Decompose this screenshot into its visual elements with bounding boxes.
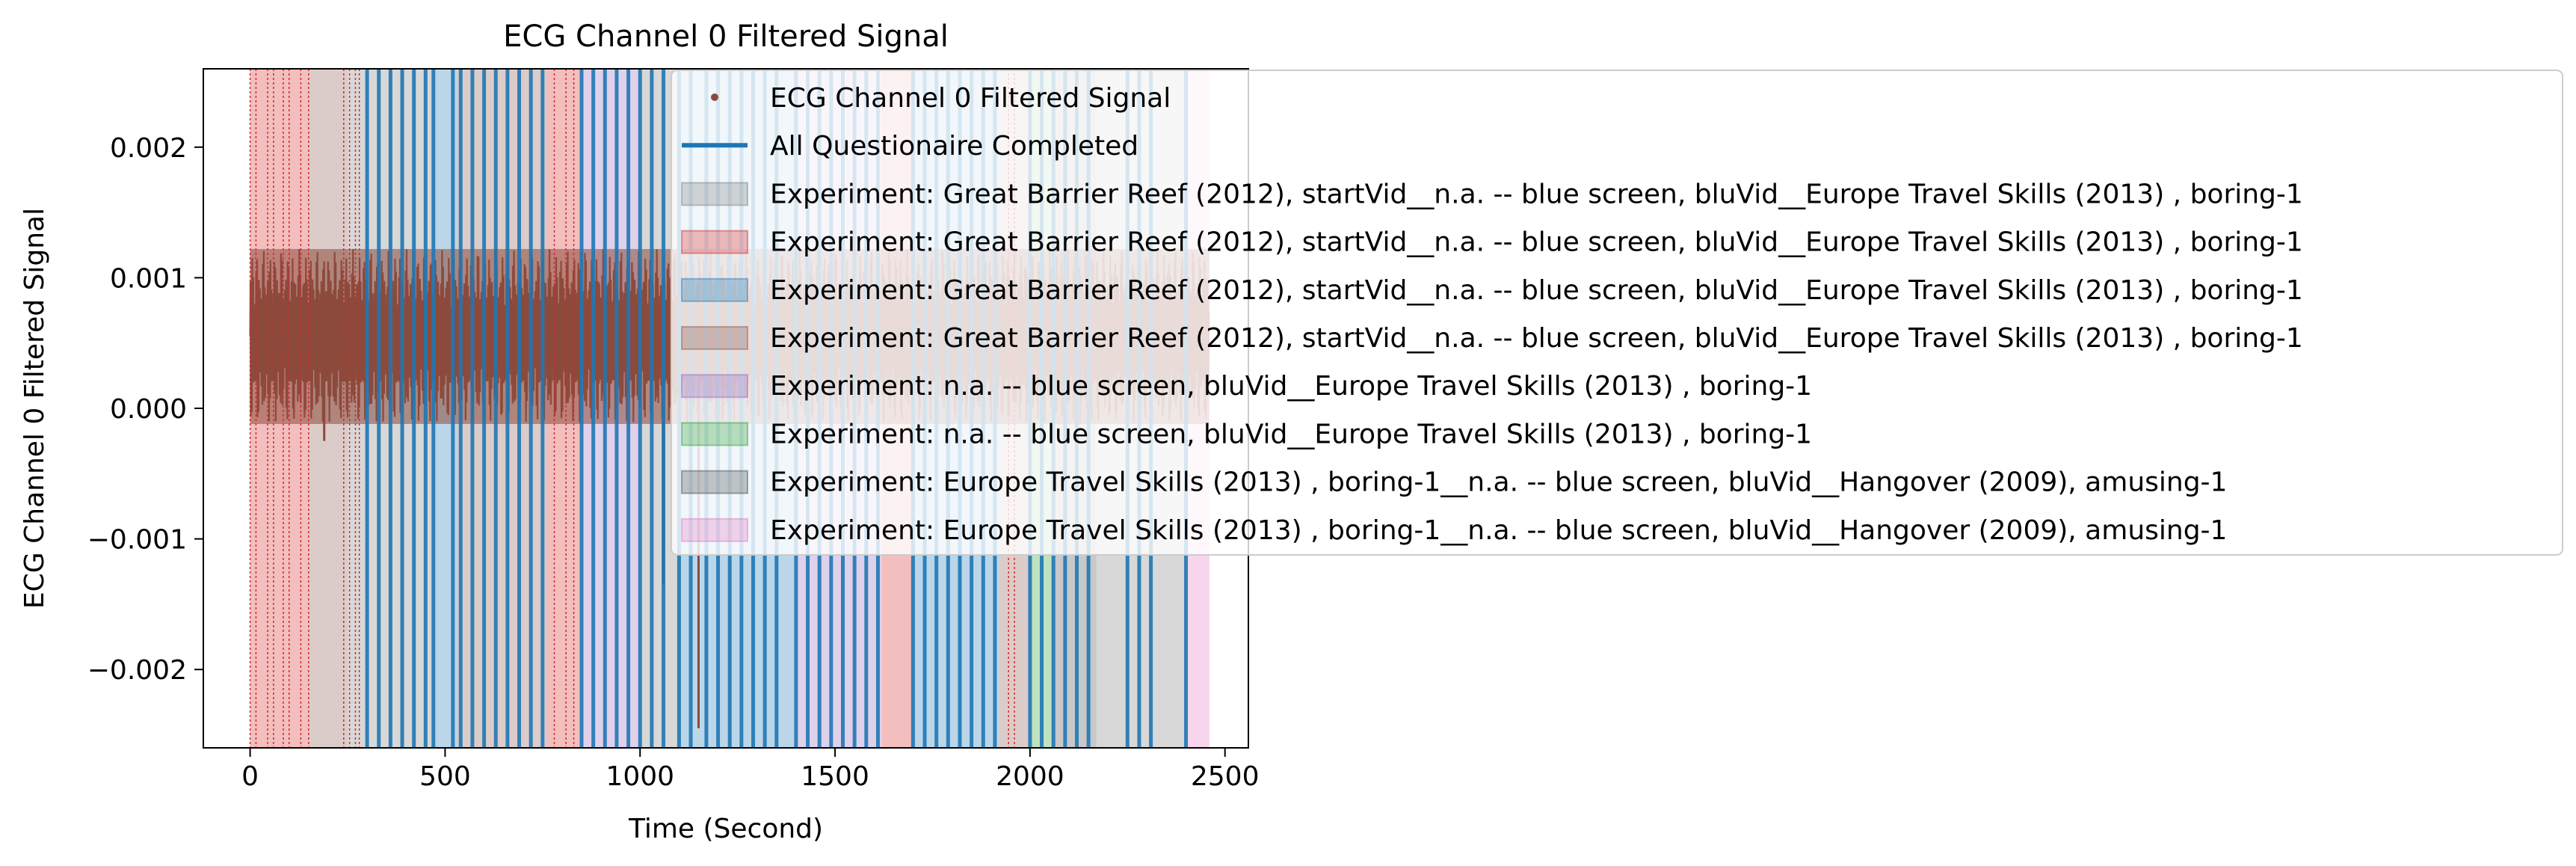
y-tick-label: 0.000 — [110, 394, 187, 425]
x-axis: 0 500 1000 1500 2000 2500 — [241, 748, 1260, 792]
legend-label: Experiment: Great Barrier Reef (2012), s… — [770, 227, 2303, 258]
chart-title: ECG Channel 0 Filtered Signal — [503, 19, 949, 54]
x-tick-label: 2500 — [1191, 761, 1260, 792]
legend-marker-patch — [681, 326, 748, 350]
legend-label: Experiment: Great Barrier Reef (2012), s… — [770, 179, 2303, 209]
legend-marker-patch — [681, 470, 748, 494]
legend-marker-patch — [681, 518, 748, 542]
x-tick-label: 1500 — [801, 761, 869, 792]
legend-label: Experiment: Europe Travel Skills (2013) … — [770, 467, 2227, 498]
y-tick-label: 0.002 — [110, 133, 187, 164]
legend-label: Experiment: Great Barrier Reef (2012), s… — [770, 323, 2303, 354]
legend-label: Experiment: n.a. -- blue screen, bluVid_… — [770, 371, 1812, 402]
x-axis-label: Time (Second) — [628, 814, 823, 844]
y-axis: −0.002 −0.001 0.000 0.001 0.002 — [87, 133, 203, 686]
legend-marker-signal — [711, 93, 718, 101]
legend-label: ECG Channel 0 Filtered Signal — [770, 83, 1171, 114]
legend-frame — [671, 70, 2563, 556]
y-axis-label: ECG Channel 0 Filtered Signal — [19, 208, 50, 609]
legend-label: All Questionaire Completed — [770, 131, 1138, 162]
legend-marker-patch — [681, 277, 748, 302]
x-tick-label: 2000 — [996, 761, 1064, 792]
legend-marker-patch — [681, 182, 748, 206]
legend-label: Experiment: Great Barrier Reef (2012), s… — [770, 275, 2303, 306]
legend-marker-patch — [681, 374, 748, 399]
legend-label: Experiment: n.a. -- blue screen, bluVid_… — [770, 419, 1812, 449]
y-tick-label: −0.002 — [87, 655, 187, 686]
event-markers — [249, 69, 1015, 748]
x-tick-label: 1000 — [606, 761, 674, 792]
x-tick-label: 0 — [241, 761, 259, 792]
y-tick-label: −0.001 — [87, 525, 187, 556]
legend: ECG Channel 0 Filtered Signal All Questio… — [671, 70, 2563, 556]
legend-marker-patch — [681, 422, 748, 446]
legend-label: Experiment: Europe Travel Skills (2013) … — [770, 515, 2227, 546]
x-tick-label: 500 — [419, 761, 471, 792]
legend-marker-patch — [681, 230, 748, 254]
y-tick-label: 0.001 — [110, 263, 187, 294]
